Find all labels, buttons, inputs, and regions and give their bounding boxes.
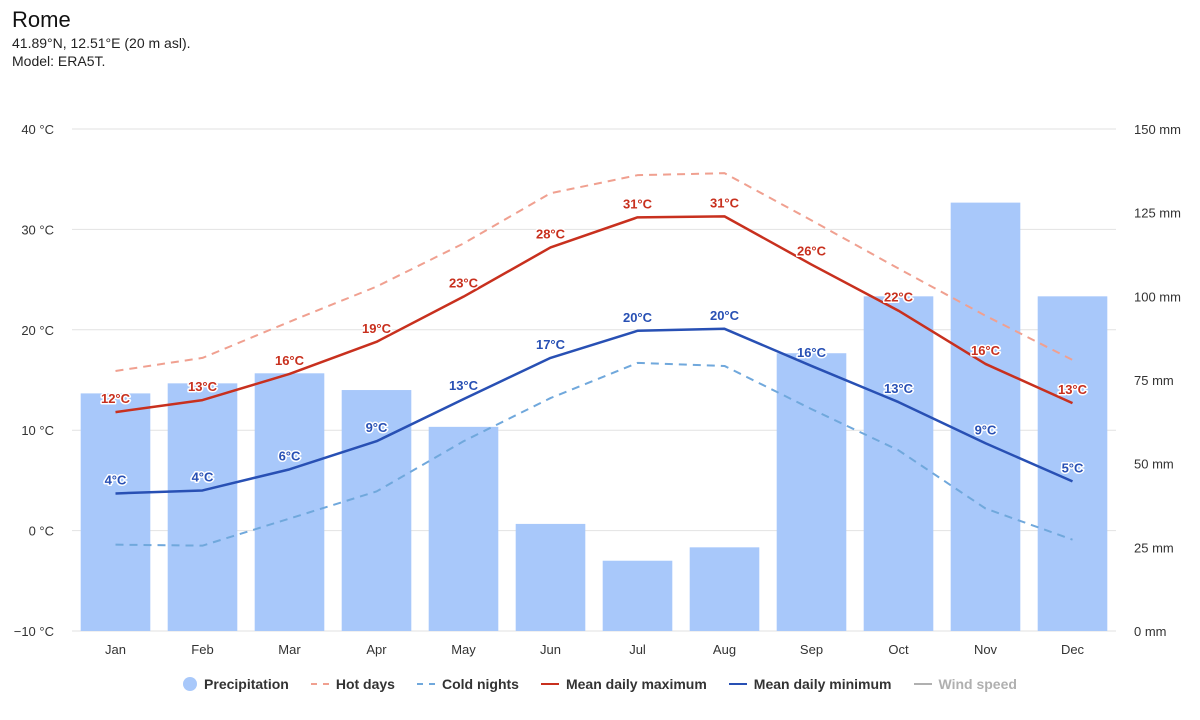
precipitation-bar	[776, 353, 847, 631]
y-right-tick-label: 0 mm	[1134, 624, 1167, 639]
mean-min-data-label: 13°C	[884, 381, 914, 396]
mean-max-data-label: 22°C	[884, 290, 914, 305]
legend-swatch	[183, 677, 198, 691]
mean-min-data-label: 13°C	[449, 378, 479, 393]
chart-title: Rome	[12, 7, 71, 32]
x-tick-label: Sep	[800, 642, 823, 657]
legend-label: Mean daily minimum	[753, 676, 892, 692]
mean-min-data-label: 16°C	[797, 345, 827, 360]
precipitation-bar	[515, 523, 586, 631]
mean-min-data-label: 6°C	[279, 448, 301, 463]
y-left-tick-label: −10 °C	[14, 624, 54, 639]
y-right-tick-label: 100 mm	[1134, 289, 1181, 304]
y-right-tick-label: 25 mm	[1134, 540, 1174, 555]
y-left-tick-label: 30 °C	[21, 222, 54, 237]
location-info: 41.89°N, 12.51°E (20 m asl).	[12, 35, 191, 51]
cold-nights-line	[115, 361, 1073, 547]
y-left-tick-label: 0 °C	[29, 524, 54, 539]
x-tick-label: Dec	[1061, 642, 1085, 657]
precipitation-bar	[80, 393, 151, 631]
legend-label: Cold nights	[441, 676, 519, 692]
mean-max-line	[115, 215, 1074, 414]
mean-max-data-label: 13°C	[188, 379, 218, 394]
precipitation-bar	[428, 426, 499, 631]
x-tick-label: Oct	[888, 642, 909, 657]
legend-swatch	[913, 683, 932, 685]
mean-min-data-label: 5°C	[1062, 460, 1084, 475]
precipitation-bar	[602, 560, 673, 631]
x-tick-label: Apr	[366, 642, 387, 657]
chart-header: Rome 41.89°N, 12.51°E (20 m asl). Model:…	[12, 6, 191, 70]
y-right-tick-label: 50 mm	[1134, 457, 1174, 472]
climate-chart: 40 °C 30 °C 20 °C 10 °C 0 °C −10 °C 150 mm 125 …	[14, 122, 1181, 657]
x-tick-label: Nov	[974, 642, 998, 657]
legend-label: Hot days	[335, 676, 395, 692]
y-left-tick-label: 40 °C	[21, 122, 54, 137]
mean-min-data-label: 20°C	[710, 308, 740, 323]
mean-min-data-label: 9°C	[366, 420, 388, 435]
legend-label: Mean daily maximum	[565, 676, 707, 692]
mean-min-data-label: 20°C	[623, 310, 653, 325]
mean-max-data-label: 12°C	[101, 391, 131, 406]
precipitation-bar	[254, 373, 325, 631]
mean-max-data-label: 16°C	[275, 353, 305, 368]
mean-max-data-label: 26°C	[797, 244, 827, 259]
mean-min-data-label: 17°C	[536, 337, 566, 352]
mean-min-data-label: 9°C	[975, 422, 997, 437]
legend-swatch	[540, 683, 559, 685]
mean-max-data-label: 23°C	[449, 276, 479, 291]
legend-item-hot-days[interactable]: Hot days	[310, 676, 395, 692]
y-right-tick-label: 125 mm	[1134, 206, 1181, 221]
x-tick-label: Jan	[105, 642, 126, 657]
legend-label: Precipitation	[204, 676, 289, 692]
hot-days-line	[115, 172, 1073, 372]
x-tick-label: May	[451, 642, 476, 657]
mean-max-data-label: 31°C	[623, 196, 653, 211]
legend-item-cold-nights[interactable]: Cold nights	[416, 676, 519, 692]
y-left-tick-label: 10 °C	[21, 423, 54, 438]
mean-max-data-label: 13°C	[1058, 382, 1088, 397]
legend-label: Wind speed	[938, 676, 1017, 692]
x-tick-label: Feb	[191, 642, 213, 657]
mean-max-data-label: 19°C	[362, 321, 392, 336]
x-tick-label: Mar	[278, 642, 301, 657]
precipitation-bar	[167, 383, 238, 631]
legend-item-wind-speed[interactable]: Wind speed	[913, 676, 1017, 692]
x-tick-label: Aug	[713, 642, 736, 657]
x-tick-label: Jun	[540, 642, 561, 657]
precipitation-bar	[863, 296, 934, 631]
legend-swatch	[310, 683, 329, 685]
x-tick-label: Jul	[629, 642, 646, 657]
mean-max-data-label: 31°C	[710, 195, 740, 210]
legend-item-mean-max[interactable]: Mean daily maximum	[540, 676, 707, 692]
mean-min-data-label: 4°C	[192, 469, 214, 484]
precipitation-bar	[1037, 296, 1108, 631]
legend-item-precipitation[interactable]: Precipitation	[183, 676, 289, 692]
mean-min-line	[115, 327, 1074, 495]
mean-max-data-label: 16°C	[971, 343, 1001, 358]
model-info: Model: ERA5T.	[12, 53, 106, 69]
mean-max-data-label: 28°C	[536, 226, 566, 241]
legend-item-mean-min[interactable]: Mean daily minimum	[728, 676, 892, 692]
legend-swatch	[728, 683, 747, 685]
y-right-tick-label: 75 mm	[1134, 373, 1174, 388]
y-left-tick-label: 20 °C	[21, 323, 54, 338]
mean-min-data-label: 4°C	[105, 472, 127, 487]
chart-legend: Precipitation Hot days Cold nights Mean dai…	[0, 676, 1200, 692]
precipitation-bar	[950, 202, 1021, 632]
precipitation-bar	[689, 547, 760, 631]
y-right-tick-label: 150 mm	[1134, 122, 1181, 137]
legend-swatch	[416, 683, 435, 685]
